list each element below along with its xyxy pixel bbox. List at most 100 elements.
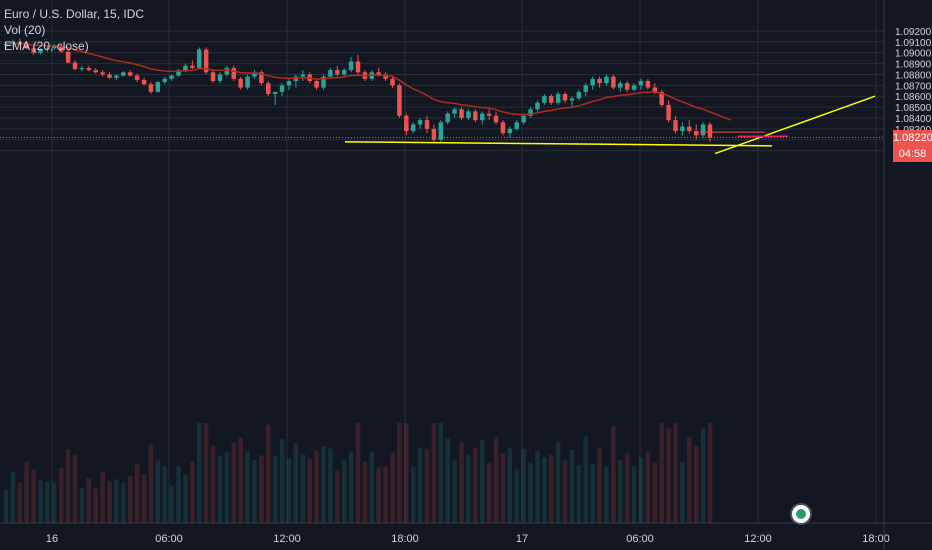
candle-body [645,81,651,88]
volume-bar [452,459,457,523]
volume-bar [24,461,29,523]
volume-bar [58,468,64,523]
logo-badge-icon[interactable] [790,503,812,525]
volume-bar [562,459,568,523]
candle-body [424,120,430,129]
candle-body [666,104,671,121]
volume-bar [569,449,575,523]
volume-bar [93,488,98,523]
x-tick-label: 18:00 [862,533,890,545]
candle-body [197,49,202,68]
volume-bar [611,426,616,523]
volume-bar [259,455,264,523]
candle-body [673,120,678,132]
volume-bar [673,423,678,523]
candle-body [259,72,264,84]
candle-body [562,94,568,101]
candle-body [190,65,195,68]
candle-body [245,76,250,88]
candle-body [638,81,644,86]
volume-bar [148,444,154,523]
candle-body [79,67,85,70]
volume-bar [348,451,354,523]
volume-bar [438,423,444,523]
x-tick-label: 16 [46,533,58,545]
candle-body [624,83,630,90]
candle-body [203,49,209,73]
volume-bar [17,482,23,523]
volume-bar [404,423,409,523]
volume-bar [86,478,92,523]
candle-body [238,78,243,88]
y-tick-label: 1.08600 [895,92,932,103]
candle-body [72,62,78,70]
candle-body [507,128,513,134]
volume-bar [576,465,582,523]
volume-bar [238,437,243,523]
volume-bar [127,475,133,523]
candle-body [210,72,216,82]
x-tick-label: 17 [516,533,528,545]
volume-bar [224,451,230,523]
candle-body [528,109,533,116]
volume-bar [693,445,699,523]
candle-body [555,94,561,103]
volume-bar [479,439,485,523]
candle-body [176,70,181,76]
volume-bar [31,469,36,523]
volume-bar [549,454,554,523]
volume-bar [431,423,437,523]
volume-bar [666,428,671,523]
candle-body [217,74,223,82]
candle-body [134,75,140,80]
candle-body [493,115,499,123]
volume-bar [169,485,174,523]
volume-bar [3,490,9,523]
volume-bar [542,457,547,523]
volume-bar [272,455,278,523]
candle-body [100,72,105,75]
volume-bar [555,442,561,523]
support-line [344,141,773,147]
volume-bar [252,460,257,523]
volume-bar [190,461,195,523]
volume-bar [397,423,402,523]
candle-body [162,78,167,83]
volume-bar [528,462,533,523]
volume-bar [535,451,540,523]
current-price-tag: 1.08220 [893,129,932,146]
candle-body [231,67,237,79]
legend-symbol[interactable]: Euro / U.S. Dollar, 15, IDC [4,7,145,21]
volume-bar [362,461,368,523]
legend-ema[interactable]: EMA (20, close) [4,39,89,53]
candle-body [611,76,616,88]
x-tick-label: 12:00 [744,533,772,545]
y-tick-label: 1.09100 [895,38,932,49]
candle-body [397,85,402,116]
volume-bar [45,481,50,523]
volume-bar [700,427,706,523]
candle-body [583,85,589,92]
candle-body [652,87,658,92]
volume-bar [293,443,299,523]
candle-body [169,75,174,79]
y-tick-label: 1.09000 [895,49,932,60]
volume-bar [176,466,181,523]
volume-bar [514,468,519,523]
volume-bar [707,423,713,523]
volume-bar [231,443,237,523]
candle-body [466,111,471,118]
candle-body [272,91,278,95]
volume-bar [624,452,630,523]
volume-bar [645,451,651,523]
legend-volume[interactable]: Vol (20) [4,23,46,37]
volume-bar [134,464,140,523]
x-tick-label: 18:00 [391,533,419,545]
volume-bar [652,462,658,523]
y-tick-label: 1.08700 [895,81,932,92]
candle-body [31,48,36,53]
candle-body [452,109,457,114]
volume-bar [210,445,216,523]
